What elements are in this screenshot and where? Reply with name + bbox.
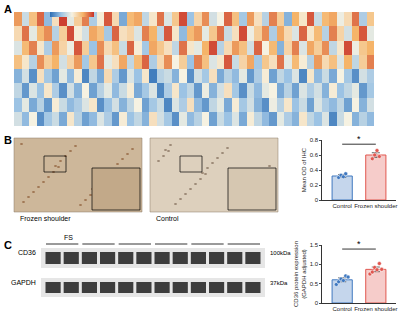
svg-text:C: C <box>4 239 12 251</box>
svg-text:A: A <box>4 3 12 15</box>
svg-text:0.8: 0.8 <box>310 137 319 143</box>
svg-text:Control: Control <box>156 215 179 222</box>
svg-text:*: * <box>357 134 361 144</box>
svg-text:FS: FS <box>64 234 73 241</box>
svg-text:CD36 protein expression(GAPDH: CD36 protein expression(GAPDH adjusted) <box>293 241 307 307</box>
svg-text:Mean OD of IHC: Mean OD of IHC <box>301 147 307 192</box>
svg-text:0.2: 0.2 <box>310 182 319 188</box>
svg-text:37kDa: 37kDa <box>270 280 288 286</box>
svg-text:1.5: 1.5 <box>310 242 319 248</box>
svg-text:100kDa: 100kDa <box>270 250 291 256</box>
svg-text:B: B <box>4 134 12 146</box>
svg-text:0: 0 <box>315 300 319 306</box>
svg-text:Frozen shoulder: Frozen shoulder <box>20 215 71 222</box>
svg-text:*: * <box>357 239 361 249</box>
svg-text:1.0: 1.0 <box>310 261 319 267</box>
svg-text:Frozen shoulder: Frozen shoulder <box>354 306 397 312</box>
svg-text:0.6: 0.6 <box>310 152 319 158</box>
svg-text:CD36: CD36 <box>18 249 36 256</box>
svg-text:0.5: 0.5 <box>310 281 319 287</box>
svg-text:GAPDH: GAPDH <box>11 279 36 286</box>
svg-text:Frozen shoulder: Frozen shoulder <box>354 203 397 209</box>
svg-text:0: 0 <box>315 197 319 203</box>
svg-text:Control: Control <box>333 203 352 209</box>
svg-text:Control: Control <box>333 306 352 312</box>
svg-text:0.4: 0.4 <box>310 167 319 173</box>
